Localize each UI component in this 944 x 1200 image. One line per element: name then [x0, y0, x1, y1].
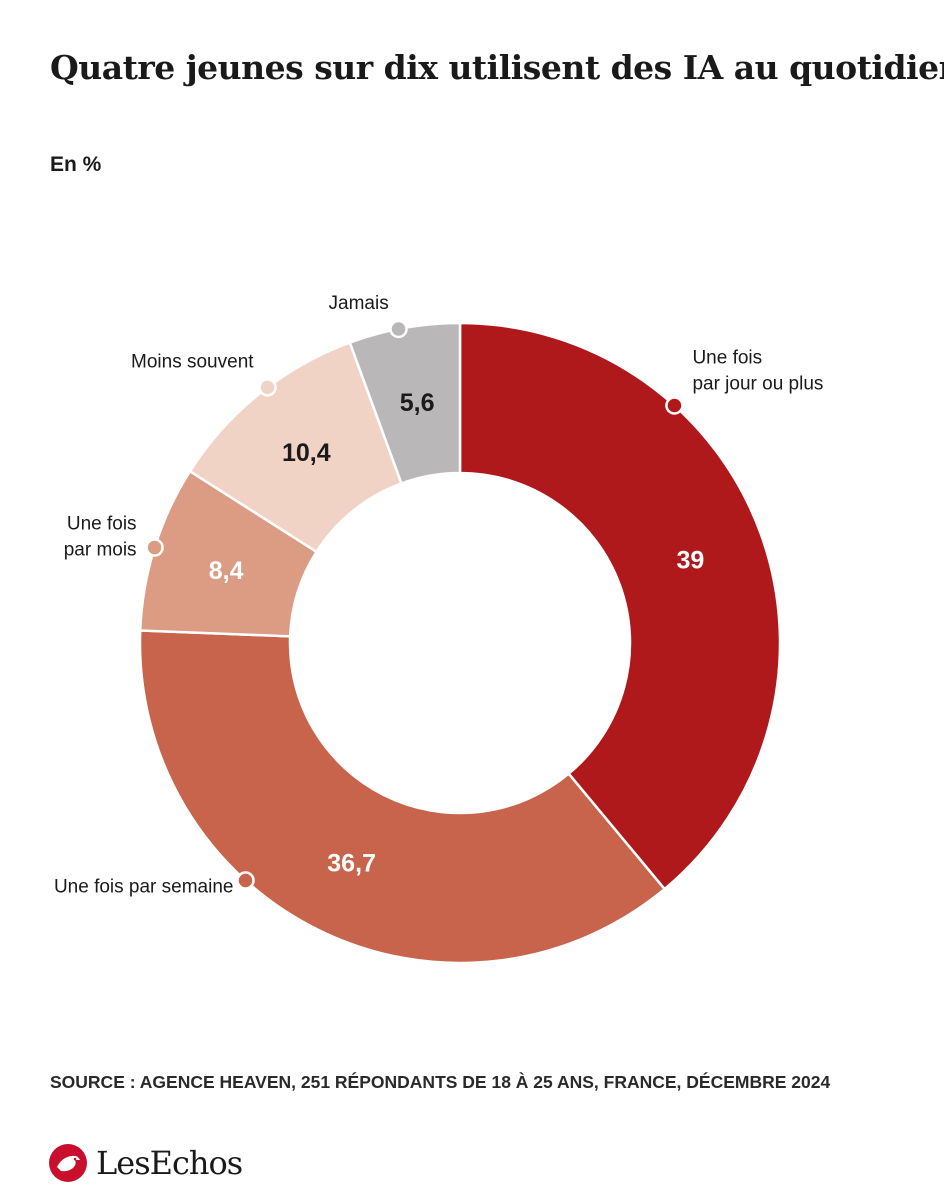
category-label: Une fois par jour ou plus — [692, 347, 823, 394]
category-label: Jamais — [329, 293, 389, 314]
chart-unit: En % — [50, 153, 102, 176]
value-label: 39 — [677, 547, 705, 575]
value-labels: 39 36,7 8,4 10,4 5,6 — [209, 389, 705, 878]
value-label: 8,4 — [209, 557, 244, 585]
source-note: SOURCE : AGENCE HEAVEN, 251 RÉPONDANTS D… — [50, 1072, 831, 1092]
donut-slices — [138, 321, 782, 965]
value-label: 36,7 — [327, 850, 376, 878]
value-label: 10,4 — [282, 439, 331, 467]
category-label: Une fois par mois — [64, 514, 137, 561]
category-label: Moins souvent — [131, 351, 254, 372]
label-marker — [258, 378, 277, 397]
value-label: 5,6 — [400, 389, 435, 417]
slice-une-fois-par-jour-ou-plus — [458, 321, 782, 891]
label-marker — [145, 538, 164, 557]
label-marker — [665, 396, 684, 415]
label-markers — [145, 319, 684, 890]
les-echos-logo: LesEchos — [48, 1138, 243, 1188]
label-marker — [236, 871, 255, 890]
les-echos-logo-icon — [49, 1144, 87, 1182]
label-marker — [389, 319, 408, 339]
donut-chart: 39 36,7 8,4 10,4 5,6 Une fois par jour ou plu… — [54, 293, 823, 965]
chart-title: Quatre jeunes sur dix utilisent des IA a… — [50, 48, 944, 87]
brand-name: LesEchos — [96, 1144, 243, 1182]
slice-une-fois-par-semaine — [138, 629, 667, 965]
slice-jamais — [348, 321, 462, 485]
category-label: Une fois par semaine — [54, 876, 234, 897]
category-labels: Une fois par jour ou plus Une fois par sem… — [54, 293, 823, 897]
